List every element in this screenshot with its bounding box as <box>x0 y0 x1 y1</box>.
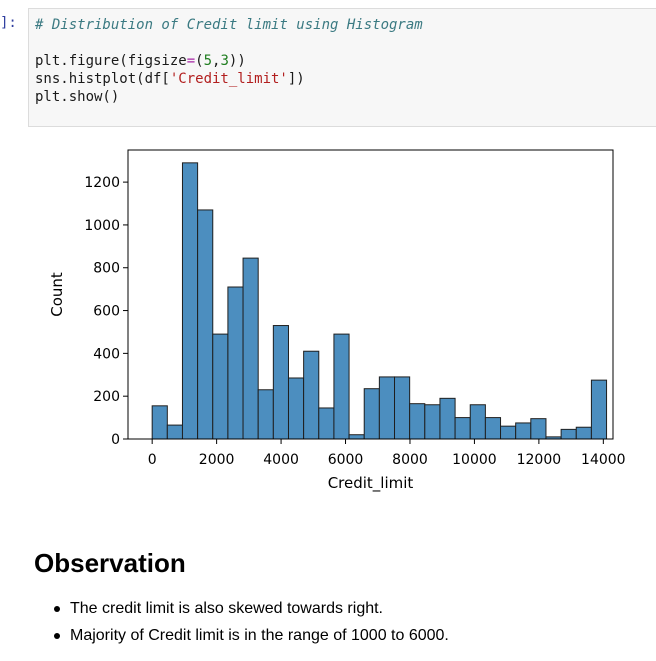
x-tick-label: 8000 <box>392 452 428 468</box>
code-blank-line <box>35 34 656 52</box>
y-tick-label: 1200 <box>84 175 120 191</box>
code-operator: = <box>186 53 196 69</box>
histogram-bar <box>575 426 592 440</box>
code-comment: # Distribution of Credit limit using His… <box>35 17 423 33</box>
histogram-bar <box>272 325 289 440</box>
y-tick-label: 1000 <box>84 218 120 234</box>
code-line-figure: plt.figure(figsize=(5,3)) <box>35 52 656 70</box>
histogram-bar <box>454 417 471 440</box>
x-tick-label: 12000 <box>517 452 562 468</box>
x-tick-label: 2000 <box>199 452 235 468</box>
histogram-bar <box>590 379 608 440</box>
y-tick-label: 600 <box>93 304 120 320</box>
list-item-text: Majority of Credit limit is in the range… <box>70 627 449 644</box>
histogram-bar <box>515 422 532 440</box>
y-tick-label: 400 <box>93 346 120 362</box>
bullet-icon <box>54 606 60 612</box>
code-comment-line: # Distribution of Credit limit using His… <box>35 16 656 34</box>
code-line-show: plt.show() <box>35 89 120 105</box>
code-token: ]) <box>287 71 305 87</box>
list-item: The credit limit is also skewed towards … <box>34 596 449 623</box>
histogram-bar <box>318 407 335 440</box>
bullet-icon <box>54 633 60 639</box>
histogram-bar <box>484 417 502 440</box>
code-token: sns.histplot(df[ <box>35 71 170 87</box>
histogram-bar <box>394 376 411 440</box>
histogram-bar <box>181 162 199 440</box>
histogram-bar <box>530 418 547 440</box>
histogram-bar <box>166 424 183 440</box>
histogram-bar <box>227 286 244 440</box>
x-tick-label: 6000 <box>328 452 364 468</box>
y-axis-label: Count <box>48 272 66 317</box>
histogram-bar <box>197 209 214 440</box>
code-line-histplot: sns.histplot(df['Credit_limit']) <box>35 70 656 88</box>
histogram-bar <box>363 388 380 440</box>
code-token: plt.figure(figsize <box>35 53 187 69</box>
x-axis-label: Credit_limit <box>328 474 414 493</box>
code-number: 5 <box>203 53 213 69</box>
list-item-text: The credit limit is also skewed towards … <box>70 600 383 617</box>
histogram-bar <box>212 333 229 440</box>
observation-heading: Observation <box>34 548 186 578</box>
code-token: )) <box>228 53 246 69</box>
code-cell[interactable]: # Distribution of Credit limit using His… <box>28 8 656 127</box>
histogram-bar <box>242 257 259 440</box>
plot-frame <box>127 149 614 440</box>
histogram-bar <box>151 405 168 440</box>
histogram-bar <box>348 434 365 440</box>
histogram-bar <box>469 404 486 440</box>
cell-prompt: ]: <box>0 15 17 31</box>
x-tick-label: 14000 <box>581 452 626 468</box>
code-number: 3 <box>220 53 229 69</box>
histogram-bar <box>287 377 305 440</box>
list-item: Majority of Credit limit is in the range… <box>34 623 449 650</box>
histogram-bar <box>560 428 577 440</box>
histogram-bar <box>333 333 350 440</box>
histogram-bar <box>378 376 396 440</box>
y-tick-label: 0 <box>111 432 120 448</box>
histogram-bar <box>500 425 517 440</box>
y-tick-label: 800 <box>93 261 120 277</box>
x-tick-label: 0 <box>148 452 157 468</box>
histogram-bar <box>409 403 426 440</box>
code-token: ( <box>195 53 204 69</box>
histogram-bar <box>257 389 274 440</box>
observation-list: The credit limit is also skewed towards … <box>34 596 449 650</box>
x-tick-label: 10000 <box>452 452 497 468</box>
y-tick-label: 200 <box>93 389 120 405</box>
code-token: , <box>212 53 221 69</box>
histogram-bar <box>439 397 456 440</box>
histogram-bar <box>303 350 320 440</box>
histogram-bar <box>424 404 441 440</box>
code-string: 'Credit_limit' <box>169 71 288 87</box>
histogram-output: 0 200 400 600 800 1000 1200 0 2000 4000 6000 8000 10… <box>0 140 656 500</box>
x-tick-label: 4000 <box>263 452 299 468</box>
